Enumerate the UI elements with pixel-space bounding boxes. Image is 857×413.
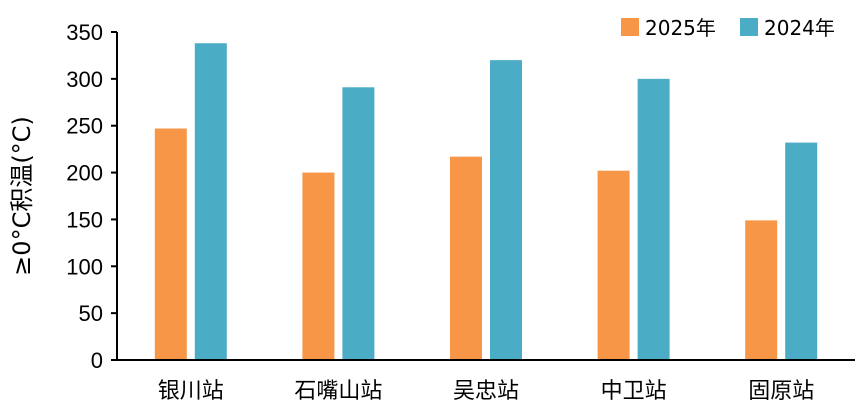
y-tick-label: 100 [66, 254, 103, 279]
y-tick-label: 250 [66, 114, 103, 139]
y-tick-label: 0 [91, 348, 103, 373]
bar-2025年-中卫站 [597, 170, 630, 360]
bar-2024年-固原站 [785, 142, 818, 360]
x-category-label: 石嘴山站 [294, 379, 382, 404]
legend-swatch [740, 18, 758, 36]
x-category-label: 中卫站 [601, 379, 667, 404]
legend: 2025年 2024年 [621, 16, 835, 40]
x-axis-categories: 银川站 石嘴山站 吴忠站 中卫站 固原站 [158, 379, 814, 404]
x-category-label: 吴忠站 [453, 379, 519, 404]
bar-2025年-银川站 [154, 128, 187, 360]
y-tick-label: 350 [66, 20, 103, 45]
y-tick-label: 150 [66, 207, 103, 232]
bar-2024年-银川站 [194, 43, 227, 360]
legend-swatch [621, 18, 639, 36]
y-tick-label: 50 [79, 301, 103, 326]
x-category-label: 银川站 [158, 379, 224, 404]
bars [154, 43, 818, 360]
bar-2024年-吴忠站 [490, 60, 522, 360]
bar-2025年-固原站 [745, 220, 778, 360]
y-tick-label: 200 [66, 161, 103, 186]
bar-2024年-中卫站 [637, 78, 670, 360]
legend-label: 2025年 [645, 16, 716, 40]
bar-2025年-吴忠站 [450, 156, 482, 360]
y-axis-ticks: 0 50 100 150 200 250 300 350 [66, 20, 117, 373]
y-tick-label: 300 [66, 67, 103, 92]
y-axis-label: ≥0°C积温(°C) [8, 116, 36, 276]
legend-label: 2024年 [764, 16, 835, 40]
bar-2024年-石嘴山站 [342, 87, 375, 360]
bar-2025年-石嘴山站 [302, 172, 335, 360]
x-category-label: 固原站 [748, 379, 814, 404]
